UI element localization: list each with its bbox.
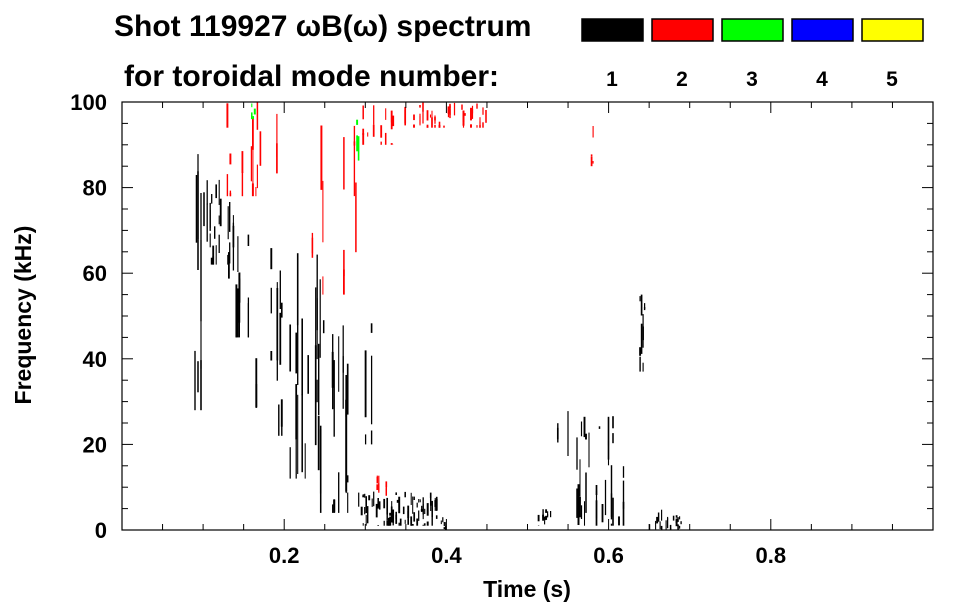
legend-label-mode-4: 4 xyxy=(816,68,828,91)
mode-2-region-16 xyxy=(362,105,407,145)
mode-1-region-4 xyxy=(289,253,321,479)
mode-1-region-5 xyxy=(319,320,349,513)
mode-1-region-0 xyxy=(194,154,205,411)
x-axis-label: Time (s) xyxy=(483,576,571,602)
x-tick-label: 0.6 xyxy=(593,543,624,568)
mode-3-region-21 xyxy=(251,103,256,120)
legend-swatch-mode-4 xyxy=(791,18,854,42)
mode-1-region-11 xyxy=(567,411,625,526)
mode-2-region-14 xyxy=(226,102,278,197)
mode-1-region-7 xyxy=(358,491,438,526)
y-axis-label: Frequency (kHz) xyxy=(10,226,36,405)
x-tick-label: 0.4 xyxy=(431,543,462,568)
legend-label-mode-1: 1 xyxy=(606,68,618,91)
y-tick-label: 80 xyxy=(83,176,107,201)
mode-1-region-2 xyxy=(227,215,250,338)
x-tick-label: 0.2 xyxy=(269,543,300,568)
legend: 1 2 3 4 5 xyxy=(581,18,924,91)
legend-swatch-mode-3 xyxy=(721,18,784,42)
mode-3-region-20 xyxy=(356,119,360,161)
mode-2-region-19 xyxy=(590,126,594,167)
axes: 0.2 0.4 0.6 0.8 0 20 40 60 80 100 xyxy=(70,90,934,568)
mode-1-region-8 xyxy=(440,517,447,530)
mode-1-region-6 xyxy=(364,323,373,445)
y-tick-label: 0 xyxy=(95,518,107,543)
x-tick-label: 0.8 xyxy=(756,543,787,568)
y-tick-label: 40 xyxy=(83,347,107,372)
spectrum-marks xyxy=(194,102,682,530)
y-tick-label: 20 xyxy=(83,432,107,457)
legend-swatch-mode-2 xyxy=(651,18,714,42)
legend-swatch-mode-1 xyxy=(581,18,644,42)
mode-2-region-17 xyxy=(413,102,487,128)
mode-1-region-9 xyxy=(537,509,552,526)
chart-subtitle: for toroidal mode number: xyxy=(124,60,499,93)
mode-2-region-18 xyxy=(376,475,388,496)
legend-label-mode-3: 3 xyxy=(746,68,758,91)
mode-1-region-3 xyxy=(255,248,283,436)
chart-title: Shot 119927 ωB(ω) spectrum xyxy=(114,10,531,43)
mode-1-region-12 xyxy=(639,294,646,372)
mode-1-region-1 xyxy=(206,179,231,265)
y-tick-label: 100 xyxy=(70,90,107,115)
legend-label-mode-2: 2 xyxy=(676,68,688,91)
mode-1-region-13 xyxy=(648,509,682,530)
y-tick-label: 60 xyxy=(83,261,107,286)
plot-frame xyxy=(121,101,934,531)
legend-label-mode-5: 5 xyxy=(886,68,898,91)
mode-2-region-15 xyxy=(311,125,357,295)
legend-swatch-mode-5 xyxy=(861,18,924,42)
